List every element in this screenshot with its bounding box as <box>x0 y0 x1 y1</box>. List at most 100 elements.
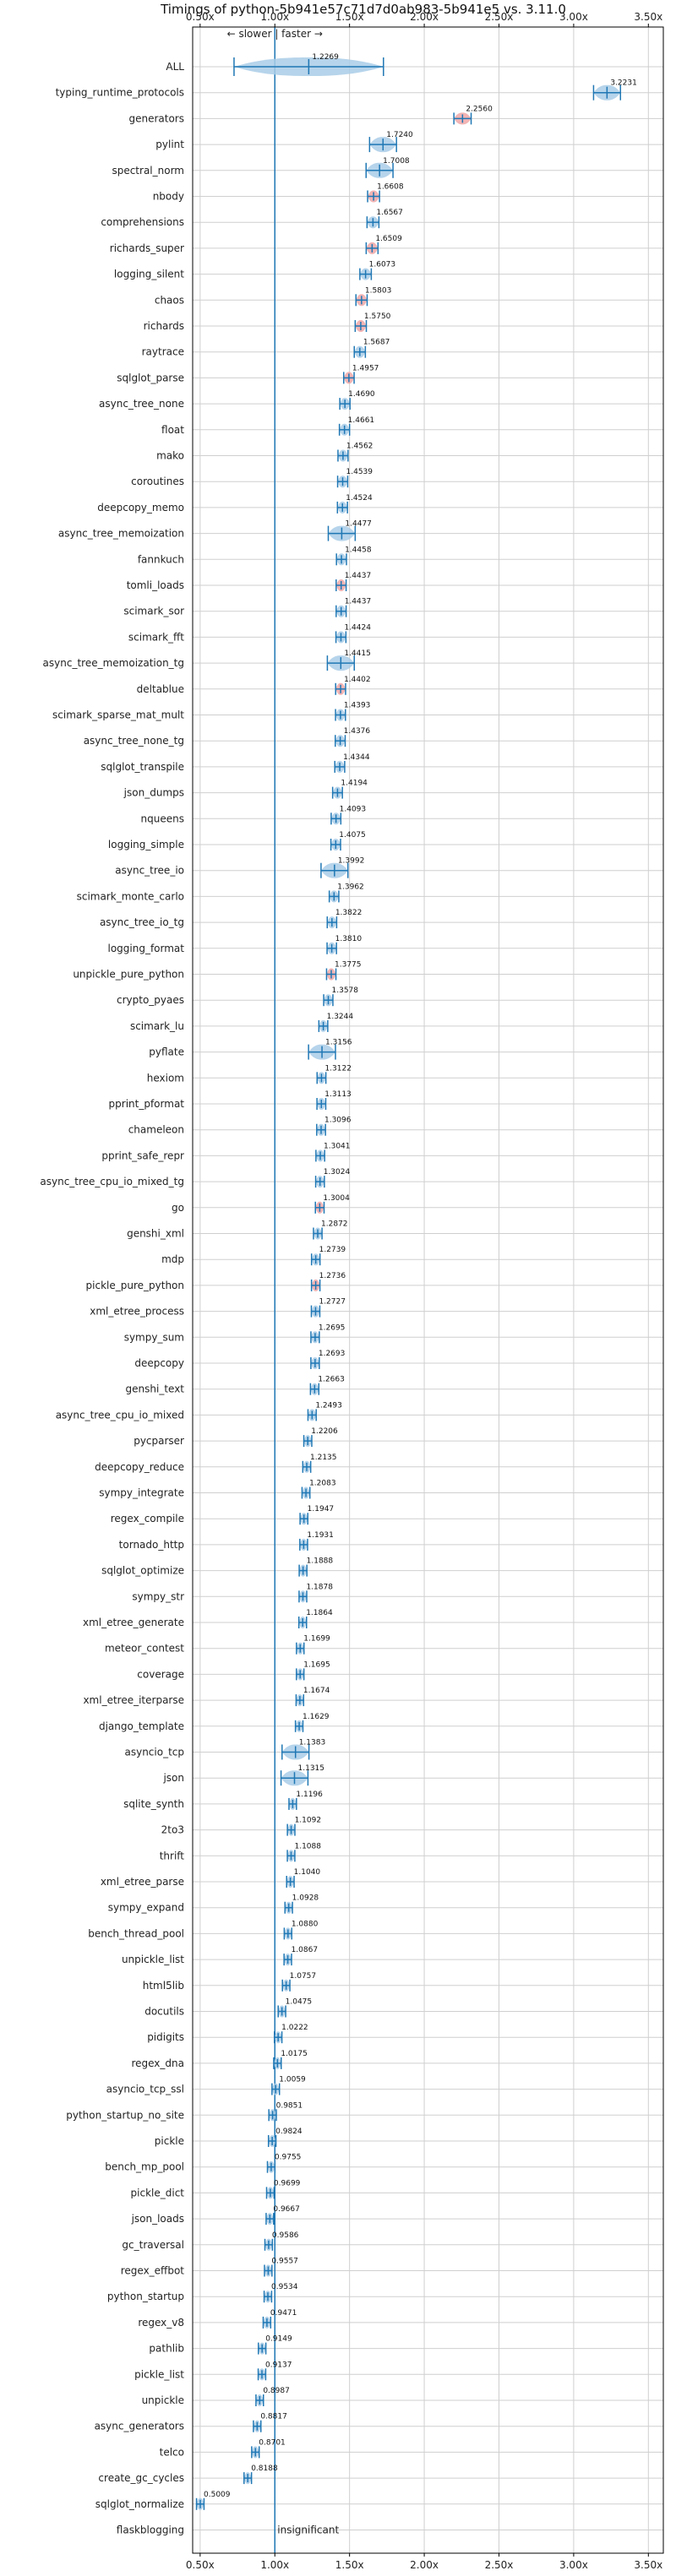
benchmark-label: genshi_text <box>126 1383 185 1395</box>
value-label: 1.4424 <box>344 623 371 632</box>
benchmark-label: pickle <box>155 2135 184 2147</box>
value-label: 1.1864 <box>306 1609 333 1617</box>
benchmark-label: pylint <box>155 139 184 150</box>
top-tick-label: 0.50x <box>186 11 215 23</box>
benchmark-label: async_tree_memoization_tg <box>43 657 184 669</box>
value-label: 1.2736 <box>319 1272 346 1280</box>
benchmark-label: unpickle_pure_python <box>73 969 184 981</box>
value-label: 1.0928 <box>292 1894 319 1903</box>
value-label: 0.9699 <box>274 2179 301 2187</box>
bottom-tick-label: 2.50x <box>485 2559 514 2571</box>
value-label: 1.4075 <box>339 831 366 840</box>
benchmark-label: regex_v8 <box>138 2317 184 2329</box>
value-label: 1.1088 <box>294 1842 321 1850</box>
value-label: 1.3822 <box>335 909 363 917</box>
benchmark-label: async_tree_none <box>99 398 184 410</box>
value-label: 1.0475 <box>286 1998 313 2007</box>
chart-title: Timings of python-5b941e57c71d7d0ab983-5… <box>160 2 566 17</box>
value-label: 1.2739 <box>319 1246 346 1254</box>
benchmark-label: spectral_norm <box>112 165 184 177</box>
benchmark-label: scimark_monte_carlo <box>77 890 184 902</box>
benchmark-label: sqlite_synth <box>123 1798 184 1810</box>
value-label: 0.9137 <box>265 2361 292 2369</box>
benchmark-label: chameleon <box>128 1124 184 1136</box>
value-label: 0.8701 <box>259 2438 286 2447</box>
value-label: 1.3004 <box>323 1194 350 1203</box>
value-label: 1.4093 <box>340 805 367 813</box>
value-label: 1.4393 <box>344 702 371 710</box>
value-label: 1.3113 <box>324 1090 352 1099</box>
benchmark-label: pprint_pformat <box>109 1098 185 1110</box>
benchmark-label: mdp <box>161 1253 184 1265</box>
benchmark-label: python_startup_no_site <box>66 2109 184 2121</box>
benchmark-label: go <box>172 1202 184 1214</box>
benchmark-label: scimark_lu <box>130 1020 184 1032</box>
value-label: 1.4539 <box>346 468 373 476</box>
benchmark-label: coverage <box>137 1668 184 1680</box>
benchmark-label: pickle_dict <box>131 2187 185 2198</box>
value-label: 1.3578 <box>332 986 359 995</box>
benchmark-label: async_tree_io_tg <box>100 916 184 928</box>
value-label: 1.2663 <box>318 1376 345 1384</box>
value-label: 1.2493 <box>315 1401 342 1410</box>
benchmark-label: unpickle <box>142 2394 184 2406</box>
top-tick-label: 3.00x <box>559 11 588 23</box>
benchmark-label: logging_silent <box>114 269 184 280</box>
value-label: 1.3962 <box>337 883 364 891</box>
value-label: 0.9557 <box>271 2258 298 2266</box>
axis-layer: 0.50x 0.50x 1.00x 1.00x 1.50x 1.50x 2.00x 2.00x… <box>186 11 662 2571</box>
benchmark-label: richards <box>144 320 184 332</box>
benchmark-label: json <box>162 1772 184 1784</box>
top-tick-label: 3.50x <box>634 11 662 23</box>
benchmark-label: regex_dna <box>131 2057 184 2069</box>
benchmark-label: hexiom <box>147 1072 184 1084</box>
label-layer: ← slower | faster → ALL 1.2269 typing_runti… <box>40 28 636 2536</box>
value-label: 1.4690 <box>348 390 375 399</box>
benchmark-label: nqueens <box>141 812 184 824</box>
benchmark-label: thrift <box>160 1850 185 1861</box>
benchmark-label: deltablue <box>137 683 184 695</box>
value-label: 1.0867 <box>292 1946 319 1954</box>
value-label: 0.9149 <box>265 2335 292 2344</box>
benchmark-label: nbody <box>153 191 184 203</box>
benchmark-label: mako <box>156 450 184 462</box>
benchmark-label: django_template <box>99 1720 184 1732</box>
grid-layer <box>193 27 663 2553</box>
benchmark-label: pathlib <box>149 2343 184 2355</box>
value-label: 1.1040 <box>294 1868 321 1877</box>
benchmark-label: xml_etree_process <box>90 1306 184 1318</box>
value-label: 1.6073 <box>369 261 396 269</box>
value-label: 1.0059 <box>279 2076 306 2084</box>
benchmark-label: regex_effbot <box>121 2265 185 2277</box>
value-label: 1.0175 <box>281 2050 308 2058</box>
benchmark-label: xml_etree_iterparse <box>83 1694 184 1706</box>
value-label: 1.6567 <box>376 209 403 217</box>
benchmark-label: xml_etree_parse <box>101 1876 184 1888</box>
value-label: 0.9667 <box>273 2205 300 2214</box>
bottom-tick-label: 0.50x <box>186 2559 215 2571</box>
value-label: 0.8188 <box>251 2465 278 2473</box>
value-label: 1.3041 <box>324 1142 351 1150</box>
value-label: 1.4194 <box>341 780 368 788</box>
benchmark-label: flaskblogging <box>117 2524 184 2536</box>
benchmark-label: async_tree_cpu_io_mixed <box>56 1409 184 1421</box>
benchmark-label: gc_traversal <box>122 2239 184 2251</box>
benchmark-label: comprehensions <box>101 216 184 228</box>
value-label: 1.6509 <box>375 235 402 243</box>
benchmark-label: sympy_integrate <box>99 1487 184 1499</box>
value-label: 1.4458 <box>345 546 372 554</box>
benchmark-label: bench_mp_pool <box>105 2161 184 2173</box>
insignificant-label: insignificant <box>277 2524 339 2536</box>
value-label: 0.9586 <box>272 2231 299 2240</box>
value-label: 1.0757 <box>290 1972 317 1981</box>
benchmark-label: 2to3 <box>161 1824 184 1836</box>
value-label: 1.1888 <box>307 1557 334 1566</box>
benchmark-label: richards_super <box>110 242 184 254</box>
value-label: 1.1695 <box>303 1660 330 1669</box>
value-label: 1.4402 <box>344 676 371 684</box>
value-label: 1.1699 <box>303 1635 330 1644</box>
value-label: 0.9471 <box>270 2309 297 2318</box>
benchmark-label: typing_runtime_protocols <box>56 87 184 99</box>
value-label: 1.1674 <box>303 1687 330 1695</box>
value-label: 1.4437 <box>345 598 372 606</box>
